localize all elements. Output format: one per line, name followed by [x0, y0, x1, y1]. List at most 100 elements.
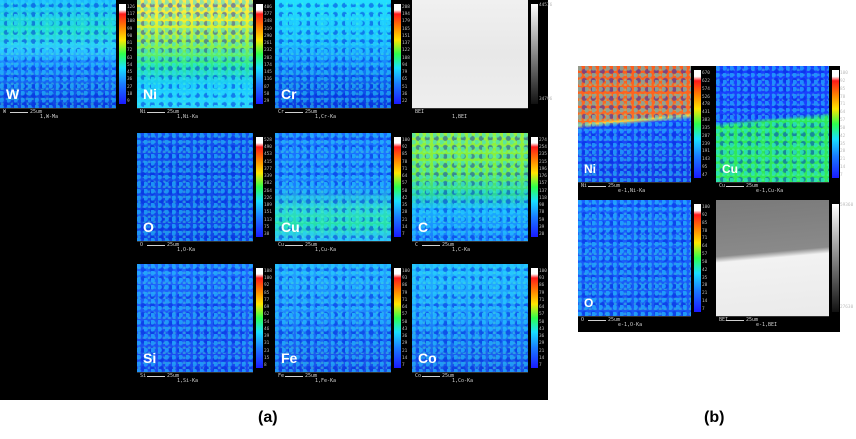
element-label: Fe — [281, 350, 298, 366]
scale-tick-label: 79 — [539, 290, 545, 296]
scale-tick-label: 71 — [539, 297, 545, 303]
element-label: O — [143, 219, 154, 235]
element-map-image: Cu — [716, 66, 829, 182]
color-scale-bar — [694, 70, 701, 178]
scale-tick-label: 29 — [539, 341, 545, 347]
scale-tick-label: 42 — [402, 195, 408, 201]
scale-tick-label: 526 — [702, 94, 710, 100]
scale-tick-label: 100 — [402, 138, 410, 143]
scale-tick-label: 86 — [539, 283, 545, 289]
scale-tick-label: 490 — [264, 145, 272, 151]
element-label: O — [584, 296, 594, 310]
scale-tick-label: 100 — [402, 269, 410, 274]
panel-a-eds-maps: W 126 117 108 99 90 81 72 63 54 45 36 27 18 9 W 25um 1,W-… — [0, 0, 552, 400]
map-signal-caption: 1,C-Ka — [452, 247, 471, 253]
scale-tick-label: 27 — [127, 84, 133, 90]
scale-bar-length: 25um — [587, 183, 621, 189]
map-tile-c: C 274 254 235 215 196 176 157 137 118 98 78 59 39 20 C 2… — [412, 133, 547, 253]
map-signal-caption: 1,Co-Ka — [452, 378, 474, 384]
strip-symbol: C — [415, 242, 419, 248]
scale-tick-label: 42 — [840, 133, 846, 139]
map-caption-strip: Co 25um 1,Co-Ka — [412, 372, 528, 384]
scale-tick-label: 215 — [539, 159, 547, 165]
strip-symbol: Cu — [278, 242, 285, 248]
scale-tick-label: 29 — [264, 99, 270, 104]
scale-tick-label: 406 — [264, 5, 272, 10]
strip-symbol: BEI — [719, 317, 729, 323]
scale-tick-label: 78 — [702, 228, 708, 234]
scale-tick-label: 22 — [402, 99, 408, 104]
map-signal-caption: 1,Si-Ka — [177, 378, 199, 384]
scale-tick-label: 98 — [539, 203, 545, 209]
color-scale-bar — [531, 268, 538, 368]
element-map-image: O — [578, 200, 691, 316]
scale-tick-label: 65 — [402, 77, 408, 83]
scale-tick-label: 14 — [539, 355, 545, 361]
scale-tick-label: 15 — [264, 355, 270, 361]
map-tile-cr: Cr 208 194 179 165 151 137 122 108 94 79 65 51 36 22 Cr… — [275, 0, 410, 120]
scale-tick-label: 118 — [539, 195, 547, 201]
scale-tick-label: 8 — [264, 363, 267, 368]
scale-tick-label: 57 — [840, 118, 846, 124]
scale-tick-label: 44576 — [539, 3, 553, 8]
scale-tick-label: 191 — [702, 149, 710, 155]
element-map-image: Si — [137, 264, 253, 372]
color-scale-bar — [256, 137, 263, 237]
map-signal-caption: 1,Fe-Ka — [315, 378, 337, 384]
scale-tick-label: 64 — [539, 305, 545, 311]
scale-bar-length: 25um — [421, 373, 455, 379]
scale-tick-label: 165 — [402, 26, 410, 32]
scale-tick-label: 46 — [264, 326, 270, 332]
scale-tick-label: 78 — [840, 94, 846, 100]
scale-tick-label: 335 — [702, 125, 710, 131]
scale-tick-label: 92 — [702, 212, 708, 218]
scale-tick-label: 93 — [402, 276, 408, 282]
map-caption-strip: C 25um 1,C-Ka — [412, 241, 528, 253]
scale-tick-label: 377 — [264, 12, 272, 18]
strip-symbol: Ni — [140, 109, 147, 115]
map-signal-caption: e-1,Ni-Ka — [618, 188, 646, 194]
scale-bar-length: 25um — [146, 242, 180, 248]
scale-tick-label: 108 — [402, 55, 410, 61]
scale-tick-label: 92 — [402, 145, 408, 151]
scale-tick-label: 94 — [402, 62, 408, 68]
scale-tick-label: 51 — [402, 84, 408, 90]
scale-tick-label: 302 — [264, 181, 272, 187]
scale-tick-label: 50 — [539, 319, 545, 325]
scale-bar-length: 25um — [587, 317, 621, 323]
map-tile-o: O 100 92 85 78 71 64 57 50 42 35 28 21 14 7 O 25um e-1,O-… — [578, 200, 710, 328]
strip-symbol: Cu — [719, 183, 726, 189]
scale-tick-label: 95 — [702, 165, 708, 171]
scale-tick-label: 50 — [840, 125, 846, 131]
scale-tick-label: 7 — [402, 232, 405, 237]
scale-tick-label: 18 — [127, 91, 133, 97]
scale-tick-label: 100 — [539, 269, 547, 274]
scale-tick-label: 79 — [402, 70, 408, 76]
scale-bar-length: 25um — [146, 109, 180, 115]
scale-tick-label: 239 — [702, 141, 710, 147]
scale-tick-label: 100 — [702, 205, 710, 210]
scale-tick-label: 21 — [702, 291, 708, 297]
scale-tick-label: 78 — [539, 210, 545, 216]
scale-tick-label: 42 — [702, 267, 708, 273]
color-scale-bar — [531, 137, 538, 237]
strip-symbol: W — [3, 109, 7, 115]
scale-tick-label: 122 — [402, 48, 410, 54]
strip-symbol: Fe — [278, 373, 285, 379]
map-tile-w: W 126 117 108 99 90 81 72 63 54 45 36 27 18 9 W 25um 1,W-… — [0, 0, 135, 120]
scale-tick-label: 93 — [539, 276, 545, 282]
scale-bar-length: 25um — [725, 183, 759, 189]
scale-tick-label: 87 — [264, 84, 270, 90]
scale-tick-label: 57 — [539, 312, 545, 318]
scale-tick-label: 528 — [264, 138, 272, 143]
scale-tick-label: 35 — [702, 275, 708, 281]
scale-bar-length: 25um — [9, 109, 43, 115]
scale-tick-label: 78 — [402, 159, 408, 165]
scale-tick-label: 64 — [702, 244, 708, 250]
scale-tick-label: 79 — [402, 290, 408, 296]
scale-tick-label: 20 — [539, 232, 545, 237]
scale-bar-length: 25um — [146, 373, 180, 379]
scale-tick-label: 47 — [702, 173, 708, 178]
map-tile-co: Co 100 93 86 79 71 64 57 50 43 36 29 21 14 7 Co 25um 1,Co… — [412, 264, 547, 384]
scale-tick-label: 54 — [127, 62, 133, 68]
